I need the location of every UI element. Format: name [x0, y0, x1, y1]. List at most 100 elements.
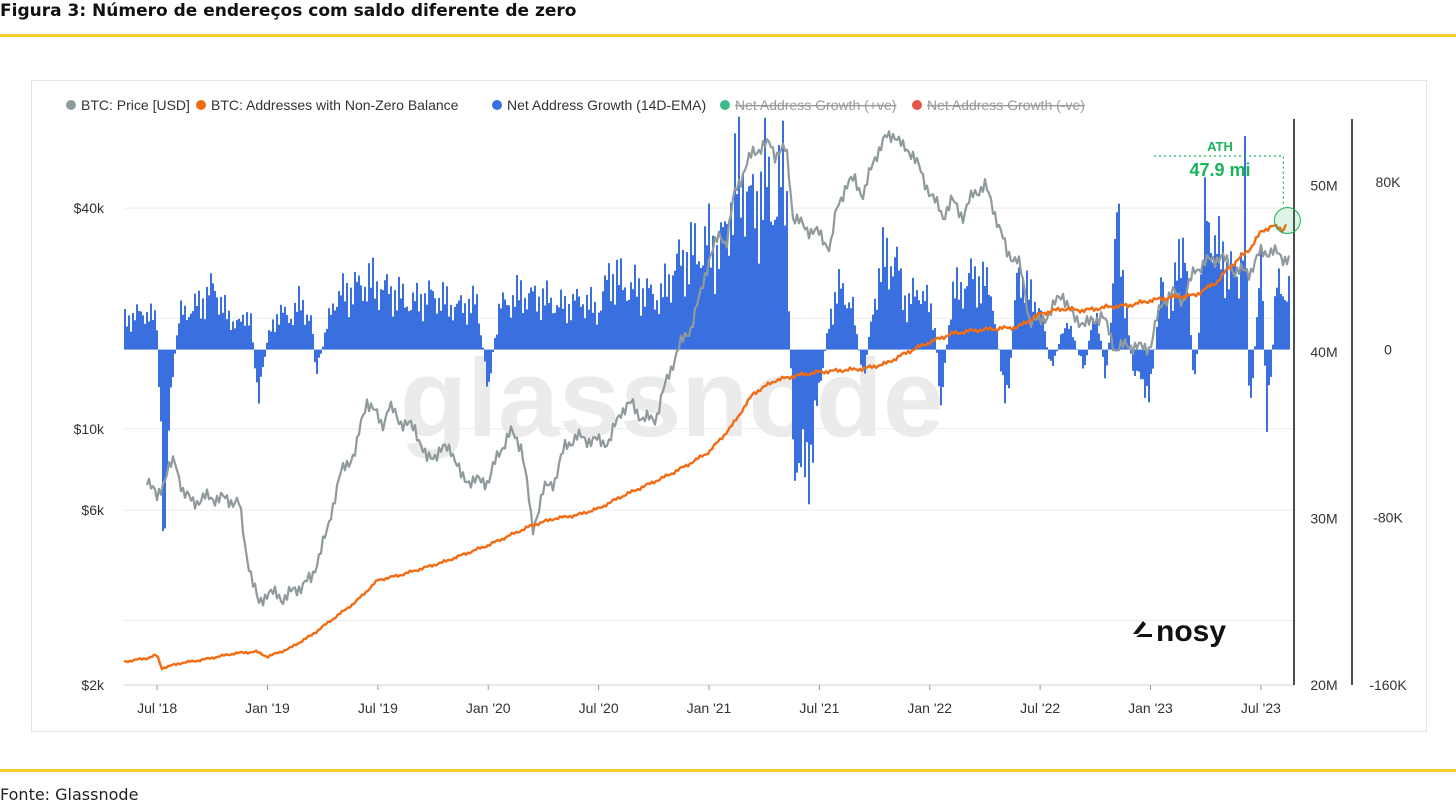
growth-bar [1130, 349, 1132, 354]
growth-bar [524, 297, 526, 350]
growth-bar [760, 171, 762, 350]
price-tick-label-1: $2k [81, 677, 105, 693]
growth-bar [774, 219, 776, 350]
growth-bar [912, 277, 914, 350]
growth-bar [1228, 289, 1230, 350]
growth-bar [356, 281, 358, 350]
growth-bar [716, 244, 718, 350]
growth-bar [988, 294, 990, 350]
growth-bar [578, 296, 580, 350]
growth-bar [960, 282, 962, 350]
growth-bar [1098, 333, 1100, 350]
growth-bar [546, 280, 548, 350]
growth-bar [636, 296, 638, 350]
growth-bar [454, 306, 456, 350]
growth-bar [184, 305, 186, 350]
growth-bar [152, 320, 154, 350]
growth-bar [586, 294, 588, 350]
growth-bar [352, 304, 354, 350]
growth-bar [708, 203, 710, 350]
growth-bar [928, 312, 930, 350]
growth-bar [1176, 280, 1178, 350]
growth-bar [688, 284, 690, 350]
growth-bar [406, 306, 408, 350]
growth-bar [1012, 328, 1014, 350]
growth-bar [764, 117, 766, 350]
growth-bar [1124, 318, 1126, 350]
growth-bar [178, 323, 180, 350]
growth-bar [1230, 251, 1232, 350]
growth-bar [794, 349, 796, 481]
growth-bar [142, 315, 144, 350]
growth-bar [200, 318, 202, 350]
nosy-logo-icon [1133, 621, 1152, 637]
growth-bar [888, 289, 890, 350]
growth-bar [520, 280, 522, 350]
growth-bar [1270, 349, 1272, 377]
growth-bar [1022, 279, 1024, 350]
growth-bar [1248, 349, 1250, 386]
growth-bar [1210, 253, 1212, 350]
growth-bar [1054, 349, 1056, 356]
growth-bar [752, 174, 754, 350]
growth-bar [568, 303, 570, 350]
growth-bar [1046, 347, 1048, 350]
growth-bar [592, 312, 594, 350]
growth-bar [1066, 322, 1068, 350]
growth-bar [224, 294, 226, 350]
growth-bar [874, 298, 876, 350]
growth-bar [674, 270, 676, 350]
growth-bar [450, 304, 452, 350]
growth-bar [306, 314, 308, 350]
growth-bar [288, 322, 290, 350]
growth-bar [312, 333, 314, 350]
growth-bar [648, 288, 650, 350]
growth-bar [218, 314, 220, 350]
growth-bar [1074, 340, 1076, 350]
growth-bar [798, 349, 800, 464]
growth-bar [462, 313, 464, 350]
growth-bar [724, 221, 726, 350]
growth-bar [320, 349, 322, 354]
growth-bar [506, 304, 508, 350]
growth-bar [1038, 308, 1040, 350]
growth-bar [1188, 294, 1190, 350]
growth-bar [662, 297, 664, 350]
growth-bar [328, 308, 330, 350]
growth-bar [1126, 307, 1128, 350]
growth-bar [690, 222, 692, 350]
growth-bar [616, 259, 618, 350]
growth-bar [772, 224, 774, 350]
growth-bar [732, 235, 734, 350]
growth-bar [206, 286, 208, 350]
growth-bar [980, 303, 982, 350]
growth-bar [712, 235, 714, 350]
legend-marker-1 [66, 100, 76, 110]
chart-axes: Jul '18 Jan '19 Jul '19 Jan '20 Jul '20 Jan '… [74, 119, 1407, 716]
growth-bar [820, 349, 822, 381]
growth-bar [1088, 340, 1090, 350]
growth-bar [610, 301, 612, 350]
growth-bar [274, 332, 276, 350]
growth-bar [364, 286, 366, 350]
growth-bar [778, 144, 780, 350]
growth-bar [864, 349, 866, 374]
growth-bar [824, 349, 826, 352]
chart-canvas: BTC: Price [USD] BTC: Addresses with Non-… [66, 97, 1407, 716]
chart-legend: BTC: Price [USD] BTC: Addresses with Non-… [66, 97, 1085, 113]
growth-bar [158, 349, 160, 388]
growth-bar [642, 288, 644, 350]
growth-bar [706, 245, 708, 350]
growth-bar [220, 296, 222, 350]
growth-bar [1128, 335, 1130, 350]
growth-bar [396, 310, 398, 350]
growth-bar [802, 349, 804, 430]
growth-bar [134, 320, 136, 350]
growth-bar [386, 274, 388, 350]
growth-bar [492, 349, 494, 352]
growth-bar [768, 156, 770, 350]
growth-bar [904, 295, 906, 350]
growth-bar [526, 309, 528, 350]
growth-bar [1222, 241, 1224, 350]
growth-bar [618, 285, 620, 350]
